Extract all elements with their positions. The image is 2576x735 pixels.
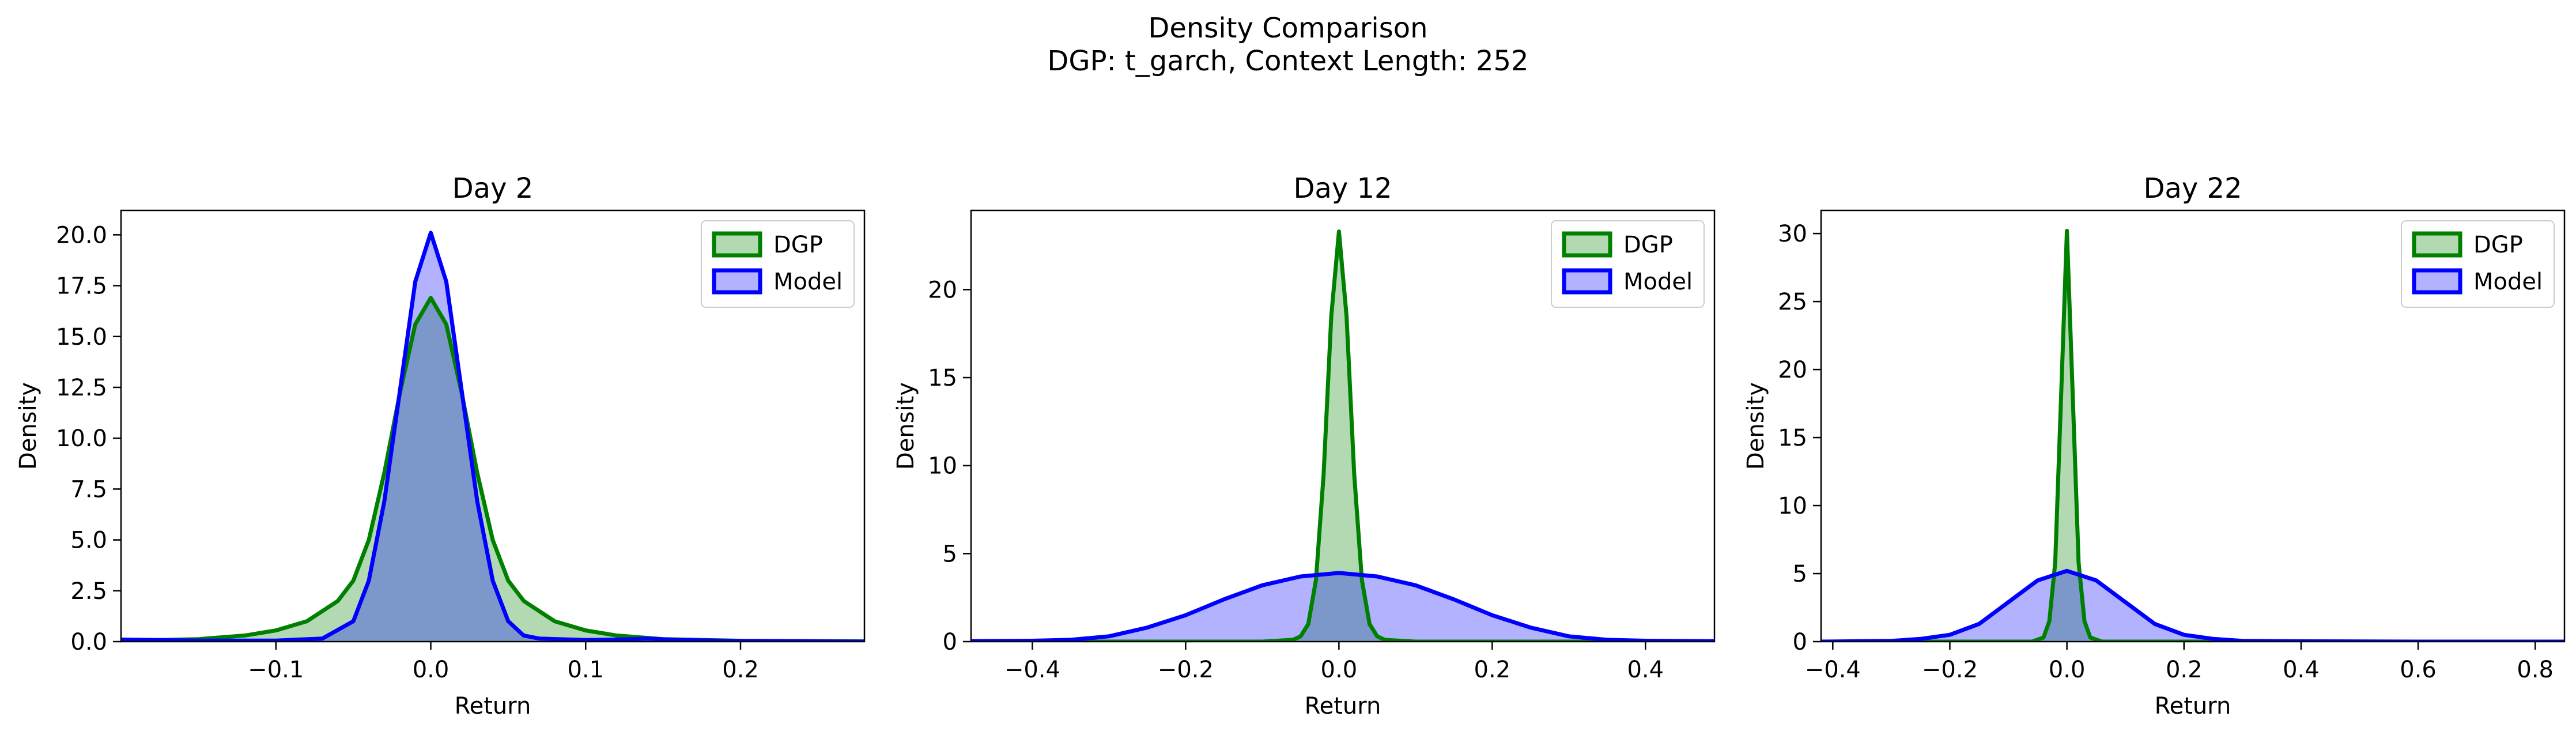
y-tick-label: 0.0	[70, 629, 107, 655]
x-tick-label: 0.0	[2049, 657, 2086, 683]
y-tick-label: 15	[1778, 425, 1807, 451]
figure-subtitle: DGP: t_garch, Context Length: 252	[1047, 45, 1528, 77]
x-axis-label: Return	[2155, 693, 2231, 719]
x-tick-label: 0.2	[1474, 657, 1511, 683]
x-tick-label: −0.4	[1004, 657, 1060, 683]
legend-swatch-dgp	[1562, 231, 1612, 258]
x-tick-label: −0.1	[248, 657, 304, 683]
legend-swatch-model	[1562, 268, 1612, 295]
legend: DGP Model	[2401, 220, 2555, 308]
panel-title: Day 22	[2143, 172, 2242, 205]
chart-panel: −0.1 0.0 0.1 0.2 0.0 2.5 5.0 7.5 10.0 12.5 15.0 17.…	[15, 172, 866, 719]
y-tick-label: 25	[1778, 289, 1807, 315]
legend-label: Model	[2473, 269, 2543, 295]
y-tick-label: 30	[1778, 221, 1807, 247]
y-tick-label: 10	[928, 453, 957, 480]
axes-frame	[120, 209, 866, 643]
panel-title: Day 2	[452, 172, 534, 205]
series-line-dgp	[971, 229, 1714, 642]
y-tick-label: 10.0	[56, 425, 107, 452]
series-area-dgp	[971, 231, 1714, 642]
legend-swatch-model	[712, 268, 762, 295]
x-axis-label: Return	[455, 693, 531, 719]
plot-area	[971, 229, 1714, 642]
y-tick-label: 20	[1778, 357, 1807, 383]
y-tick-label: 12.5	[56, 375, 107, 401]
x-tick-label: 0.1	[567, 657, 604, 683]
x-tick-label: 0.2	[2166, 657, 2203, 683]
legend-box	[701, 220, 855, 308]
x-tick-label: 0.0	[413, 657, 450, 683]
series-area-model	[1821, 571, 2564, 642]
x-tick-label: 0.6	[2400, 657, 2437, 683]
y-tick-label: 0	[943, 629, 957, 655]
y-tick-label: 10	[1778, 493, 1807, 519]
x-axis-label: Return	[1305, 693, 1381, 719]
y-tick-label: 20.0	[56, 222, 107, 248]
axes-frame	[1820, 209, 2566, 643]
legend-box	[2401, 220, 2555, 308]
x-tick-label: 0.4	[1627, 657, 1664, 683]
x-tick-label: −0.4	[1805, 657, 1861, 683]
legend-label: DGP	[2473, 232, 2523, 258]
x-tick-label: −0.2	[1158, 657, 1214, 683]
y-tick-label: 5.0	[70, 527, 107, 554]
legend-label: DGP	[1623, 232, 1673, 258]
y-tick-label: 5	[943, 541, 957, 567]
y-tick-label: 7.5	[70, 476, 107, 503]
series-line-dgp	[121, 296, 864, 642]
legend-label: Model	[1623, 269, 1693, 295]
legend-swatch-dgp	[712, 231, 762, 258]
plot-area	[121, 231, 864, 642]
y-axis-label: Density	[893, 382, 919, 470]
series-line-model	[121, 231, 864, 642]
figure-title: Density Comparison	[1148, 12, 1427, 44]
legend-swatch-dgp	[2412, 231, 2462, 258]
legend-box	[1551, 220, 1705, 308]
series-line-model	[971, 571, 1714, 642]
chart-panel: −0.4 −0.2 0.0 0.2 0.4 0.6 0.8 0 5 10 15 20 25 30 Day 2…	[1743, 172, 2566, 719]
x-tick-label: −0.2	[1922, 657, 1978, 683]
x-tick-label: 0.4	[2283, 657, 2320, 683]
y-axis-label: Density	[1743, 382, 1769, 470]
axes-frame	[970, 209, 1716, 643]
legend: DGP Model	[1551, 220, 1705, 308]
y-axis-label: Density	[15, 382, 41, 470]
panel-title: Day 12	[1293, 172, 1392, 205]
x-tick-label: 0.8	[2517, 657, 2554, 683]
chart-panel: −0.4 −0.2 0.0 0.2 0.4 0 5 10 15 20 Day 12 Return Den…	[893, 172, 1716, 719]
x-tick-label: 0.2	[722, 657, 759, 683]
y-tick-label: 5	[1793, 561, 1807, 587]
y-tick-label: 0	[1793, 629, 1807, 655]
series-area-model	[971, 572, 1714, 642]
y-tick-label: 15.0	[56, 324, 107, 350]
y-tick-label: 2.5	[70, 578, 107, 605]
legend: DGP Model	[701, 220, 855, 308]
x-tick-label: 0.0	[1321, 657, 1358, 683]
y-tick-label: 17.5	[56, 273, 107, 300]
y-tick-label: 15	[928, 365, 957, 391]
y-tick-label: 20	[928, 277, 957, 303]
legend-label: Model	[773, 269, 843, 295]
series-line-dgp	[1821, 228, 2564, 642]
legend-label: DGP	[773, 232, 823, 258]
legend-swatch-model	[2412, 268, 2462, 295]
chart-panels: −0.1 0.0 0.1 0.2 0.0 2.5 5.0 7.5 10.0 12.5 15.0 17.…	[15, 172, 2566, 719]
